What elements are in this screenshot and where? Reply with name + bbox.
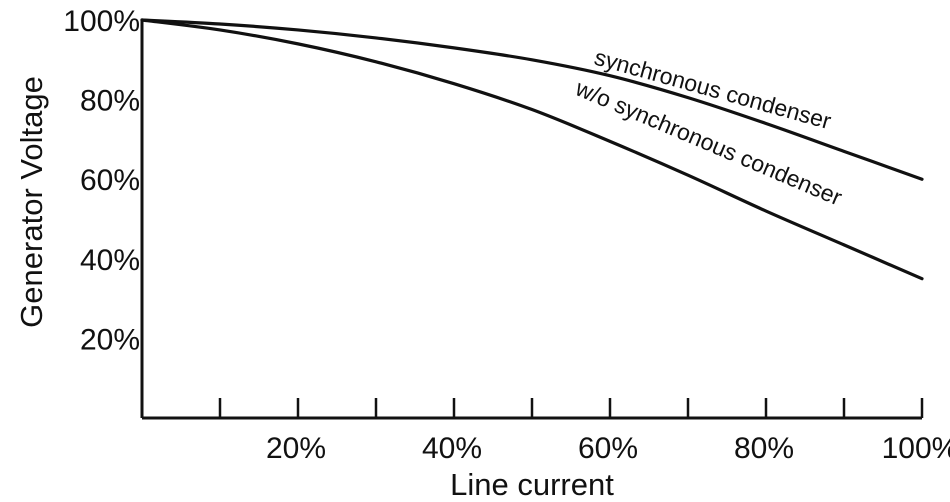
y-tick-labels: 20% 40% 60% 80% 100% xyxy=(63,5,140,356)
x-tick-label: 40% xyxy=(422,432,482,465)
plot-area: 20%40%60%80%100% 20%40%60%80%100% synchr… xyxy=(63,5,950,465)
y-tick-label: 80% xyxy=(80,85,140,118)
series-lines xyxy=(140,18,924,281)
x-tick-label: 100% xyxy=(882,432,950,465)
x-tick-label: 20% xyxy=(266,432,326,465)
y-tick-label: 60% xyxy=(80,164,140,197)
series-line-synchronous-condenser xyxy=(140,18,924,181)
x-tick-label: 80% xyxy=(734,432,794,465)
x-tick-labels: 20% 40% 60% 80% 100% xyxy=(266,432,950,465)
x-axis-label: Line current xyxy=(450,467,614,502)
series-line-without-synchronous-condenser xyxy=(140,18,924,281)
y-tick-label: 40% xyxy=(80,244,140,277)
y-tick-label: 20% xyxy=(80,323,140,356)
x-tick-label: 60% xyxy=(578,432,638,465)
x-ticks xyxy=(218,398,924,418)
y-axis-label: Generator Voltage xyxy=(14,76,49,328)
y-tick-label: 100% xyxy=(63,5,140,38)
